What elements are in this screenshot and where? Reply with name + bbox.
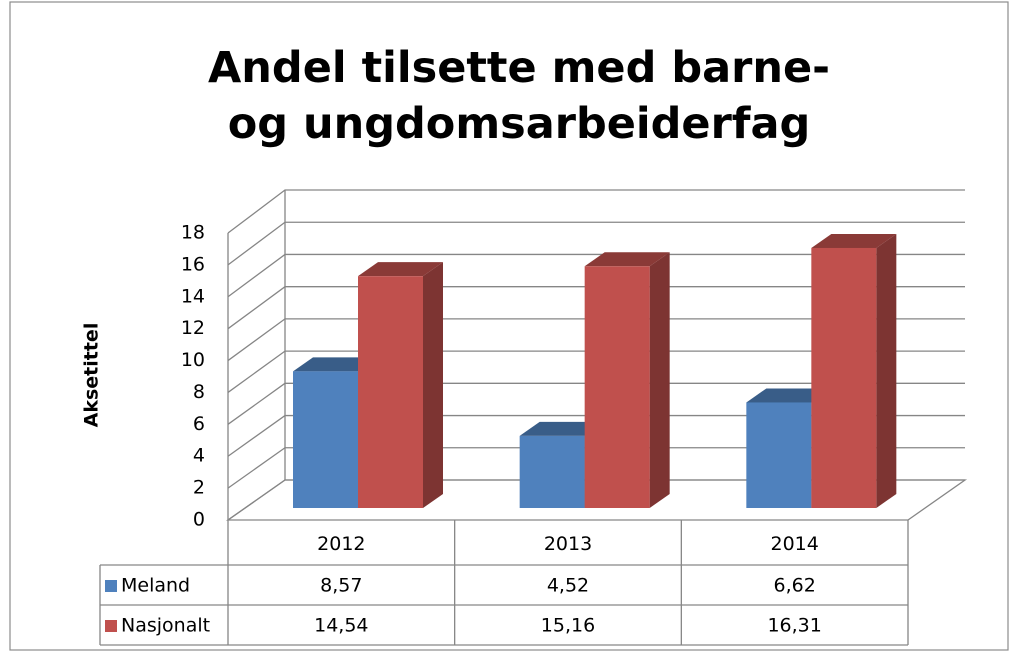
data-table-value: 4,52 — [547, 575, 589, 597]
y-tick-label: 18 — [181, 222, 205, 244]
grid-line — [227, 479, 965, 521]
bar-side — [649, 252, 670, 508]
bar-side — [423, 262, 443, 508]
grid-line — [227, 253, 965, 298]
legend-label: Nasjonalt — [121, 615, 210, 637]
bar — [811, 233, 897, 508]
bar-front — [811, 247, 877, 508]
data-table-value: 16,31 — [767, 615, 821, 637]
bar-front — [584, 266, 650, 508]
bar — [358, 262, 443, 508]
legend-label: Meland — [121, 575, 190, 597]
y-tick-label: 8 — [193, 381, 205, 403]
grid-line — [227, 414, 965, 457]
bar-top — [584, 252, 670, 267]
chart-border — [9, 1, 1009, 651]
grid-line — [227, 350, 965, 393]
data-table-value: 14,54 — [314, 615, 368, 637]
grid-line — [227, 318, 965, 362]
data-table-value: 15,16 — [541, 615, 595, 637]
bar — [584, 252, 670, 508]
y-axis-title: Aksetittel — [81, 323, 103, 428]
grid-line — [227, 447, 965, 489]
y-tick-label: 16 — [181, 253, 205, 275]
y-tick-label: 4 — [193, 445, 205, 467]
y-tick-label: 12 — [181, 317, 205, 339]
x-tick-label: 2013 — [544, 533, 592, 555]
bar-top — [746, 388, 832, 403]
bar-front — [519, 435, 585, 508]
y-tick-label: 10 — [181, 349, 205, 371]
bar-front — [746, 402, 812, 508]
chart-title: Andel tilsette med barne- og ungdomsarbe… — [208, 43, 830, 149]
grid-line — [227, 382, 965, 425]
bar-top — [358, 262, 443, 277]
bar-top — [293, 357, 378, 372]
grid-line — [227, 221, 965, 266]
bar-side — [876, 233, 897, 508]
grid-line — [227, 189, 965, 234]
grid-line — [227, 286, 965, 330]
y-tick-label: 6 — [193, 413, 205, 435]
data-table-value: 8,57 — [320, 575, 362, 597]
y-tick-label: 14 — [181, 285, 205, 307]
bar-top — [811, 233, 897, 248]
data-table-value: 6,62 — [774, 575, 816, 597]
y-tick-label: 2 — [193, 477, 205, 499]
legend-swatch — [105, 580, 117, 592]
x-tick-label: 2012 — [317, 533, 365, 555]
y-tick-label: 0 — [193, 509, 205, 531]
legend-swatch — [105, 620, 117, 632]
bar-top — [519, 421, 605, 436]
bar-front — [358, 276, 423, 508]
bar-front — [293, 371, 358, 508]
x-tick-label: 2014 — [770, 533, 818, 555]
